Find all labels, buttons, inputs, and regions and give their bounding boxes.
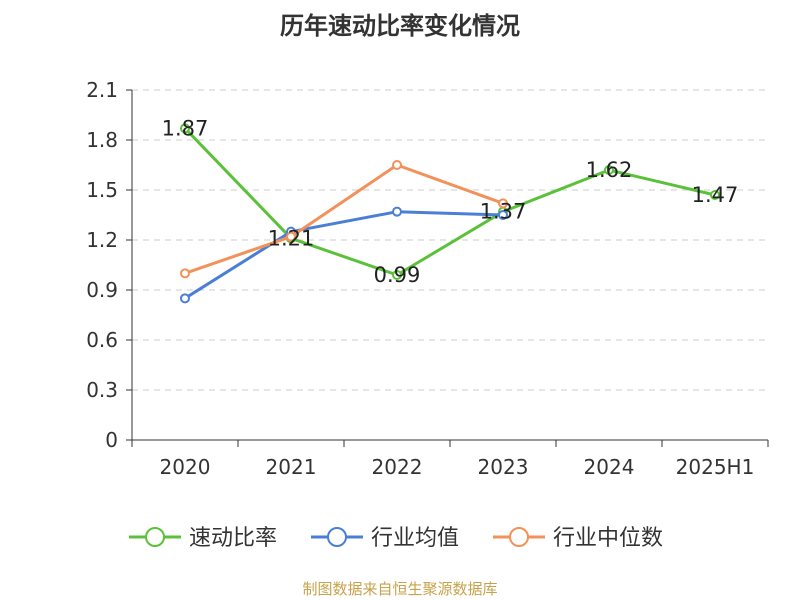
y-tick-label: 1.8 [86, 128, 118, 152]
legend-label: 速动比率 [189, 526, 277, 551]
x-tick-label: 2023 [478, 455, 529, 479]
data-label: 1.62 [586, 158, 633, 182]
x-tick-label: 2025H1 [676, 455, 755, 479]
x-tick-label: 2020 [160, 455, 211, 479]
y-tick-label: 1.5 [86, 178, 118, 202]
data-point [392, 206, 402, 217]
x-tick-label: 2021 [266, 455, 317, 479]
data-point [286, 231, 296, 242]
legend-marker [145, 527, 165, 547]
data-point [392, 270, 402, 280]
y-tick-label: 0 [105, 428, 118, 452]
series-line [183, 127, 716, 277]
series-line [184, 210, 504, 300]
y-tick-label: 0.6 [86, 328, 118, 352]
legend-marker [327, 527, 347, 547]
data-point [498, 210, 508, 220]
data-point [710, 190, 720, 200]
data-point [180, 293, 190, 304]
legend-label: 行业均值 [371, 526, 459, 551]
y-tick-label: 2.1 [86, 78, 118, 102]
source-note: 制图数据来自恒生聚源数据库 [302, 580, 498, 598]
data-label: 0.99 [374, 263, 421, 287]
data-label: 1.87 [162, 116, 209, 140]
series-line [184, 163, 504, 275]
x-tick-label: 2024 [584, 455, 635, 479]
data-label: 1.47 [692, 183, 739, 207]
data-point [604, 165, 614, 175]
data-point [180, 123, 190, 134]
y-tick-label: 1.2 [86, 228, 118, 252]
data-label: 1.21 [268, 226, 315, 250]
data-point [498, 198, 508, 209]
data-label: 1.37 [480, 200, 527, 224]
y-tick-label: 0.9 [86, 278, 118, 302]
legend-label: 行业中位数 [553, 526, 663, 551]
legend-marker [509, 527, 529, 547]
data-point [180, 268, 190, 279]
x-tick-label: 2022 [372, 455, 423, 479]
y-tick-label: 0.3 [86, 378, 118, 402]
data-point [392, 160, 402, 170]
chart-title: 历年速动比率变化情况 [280, 12, 520, 40]
